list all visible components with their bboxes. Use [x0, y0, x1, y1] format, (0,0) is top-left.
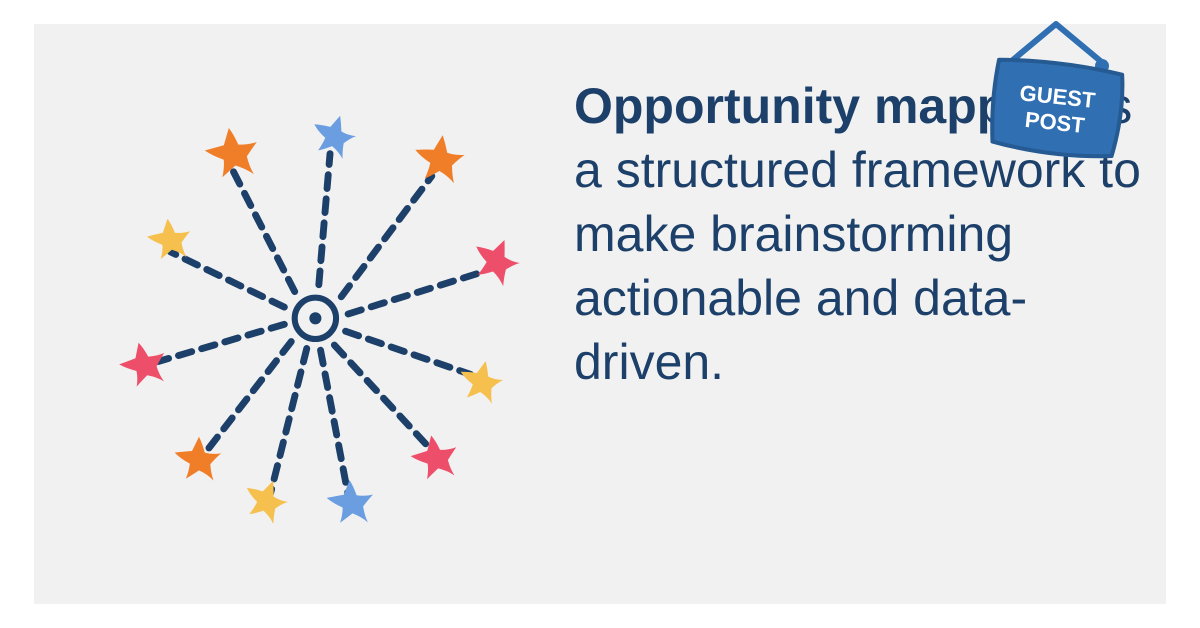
star-icon	[247, 481, 288, 524]
star-icon	[461, 361, 503, 404]
star-icon	[415, 135, 464, 183]
info-card: Opportunity mapping is a structured fram…	[34, 24, 1166, 604]
star-icon	[327, 480, 373, 523]
star-icon	[411, 436, 457, 480]
guest-post-badge: GUESTPOST	[976, 16, 1136, 166]
star-icon	[119, 343, 164, 387]
star-icon	[476, 240, 519, 286]
star-icon	[314, 116, 356, 159]
firework-illustration	[74, 64, 574, 564]
